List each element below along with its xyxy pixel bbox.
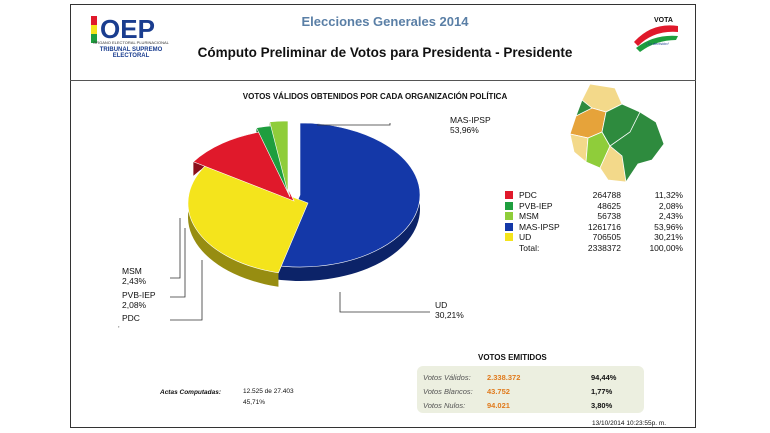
- pie-chart: [170, 120, 430, 321]
- legend-total-votes: 2338372: [587, 242, 621, 253]
- emit-pct: 1,77%: [591, 387, 613, 396]
- vota-logo-subtext: ¡Tu decisión!: [646, 41, 669, 46]
- emit-value: 2.338.372: [487, 373, 521, 382]
- vota-logo-text: VOTA: [654, 17, 673, 24]
- leader-line-msm: [170, 218, 181, 279]
- emit-row-blancos: Votos Blancos: 43.752 1,77%: [417, 387, 644, 400]
- pie-slice-side-ud: [188, 163, 279, 287]
- actas-pct: 45,71%: [243, 399, 266, 406]
- votos-emitidos-title: VOTOS EMITIDOS: [478, 353, 547, 362]
- legend-swatch-msm: [505, 212, 513, 221]
- legend-name: UD: [519, 232, 532, 243]
- pie-label-pvb-iep-pct: 2,08%: [122, 300, 147, 310]
- actas-value: 12.525 de 27.403: [243, 388, 294, 395]
- pie-slice-msm: [269, 120, 289, 194]
- pie-slice-mas-ipsp: [270, 122, 421, 268]
- report-title: Elecciones Generales 2014: [301, 14, 469, 29]
- legend-row-pdc: PDC 264788 11,32%: [505, 190, 683, 201]
- legend-name: PVB-IEP: [519, 200, 553, 211]
- oep-logo: OEP: [91, 14, 155, 44]
- pie-label-msm: MSM 2,43%: [122, 266, 146, 286]
- legend-swatch-ud: [505, 233, 513, 242]
- legend-name: MAS-IPSP: [519, 221, 560, 232]
- legend-pct: 2,08%: [658, 200, 683, 211]
- oep-logo-text: OEP: [100, 14, 155, 44]
- emit-value: 43.752: [487, 387, 510, 396]
- legend-row-pvb-iep: PVB-IEP 48625 2,08%: [505, 201, 683, 212]
- leader-line-mas: [317, 123, 391, 126]
- pie-label-ud: UD 30,21%: [435, 300, 464, 320]
- legend-row-ud: UD 706505 30,21%: [505, 232, 683, 243]
- legend-total-label: Total:: [519, 242, 540, 253]
- legend-pct: 2,43%: [658, 211, 683, 222]
- pie-label-pvb-iep: PVB-IEP 2,08%: [122, 290, 156, 310]
- report-subtitle: Cómputo Preliminar de Votos para Preside…: [197, 45, 573, 60]
- pie-label-msm-pct: 2,43%: [122, 276, 147, 286]
- emit-label: Votos Nulos:: [423, 401, 466, 410]
- pie-label-pvb-iep-name: PVB-IEP: [122, 290, 156, 300]
- legend-votes: 1261716: [587, 221, 621, 232]
- legend-name: PDC: [519, 190, 537, 201]
- pie-label-pdc: PDC: [122, 313, 140, 323]
- pie-label-ud-pct: 30,21%: [435, 310, 464, 320]
- legend-name: MSM: [519, 211, 539, 222]
- legend-row-mas-ipsp: MAS-IPSP 1261716 53,96%: [505, 222, 683, 233]
- legend-pct: 11,32%: [654, 190, 683, 201]
- pie-label-mas-ipsp-pct: 53,96%: [450, 125, 479, 135]
- pie-label-pdc-name: PDC: [122, 313, 140, 323]
- oep-logo-org: TRIBUNAL SUPREMO ELECTORAL: [99, 47, 163, 59]
- legend-row-total: Total: 2338372 100,00%: [505, 243, 683, 254]
- emit-label: Votos Válidos:: [423, 373, 471, 382]
- bolivia-map: [569, 83, 665, 183]
- emit-pct: 3,80%: [591, 401, 613, 410]
- legend-pct: 30,21%: [654, 232, 683, 243]
- legend-total-pct: 100,00%: [649, 242, 683, 253]
- stray-mark: ,: [118, 323, 120, 329]
- pie-slice-ud: [187, 163, 309, 274]
- emit-pct: 94,44%: [591, 373, 617, 382]
- votos-emitidos-box: Votos Válidos: 2.338.372 94,44% Votos Bl…: [417, 366, 644, 413]
- vota-logo: VOTA ¡Tu decisión!: [634, 17, 678, 52]
- legend-row-msm: MSM 56738 2,43%: [505, 211, 683, 222]
- timestamp: 13/10/2014 10:23:55p. m.: [592, 420, 667, 427]
- legend-swatch-pvb-iep: [505, 201, 513, 210]
- emit-value: 94.021: [487, 401, 510, 410]
- chart-title: VOTOS VÁLIDOS OBTENIDOS POR CADA ORGANIZ…: [242, 92, 508, 101]
- emit-row-nulos: Votos Nulos: 94.021 3,80%: [417, 401, 644, 414]
- oep-logo-subtext: ÓRGANO ELECTORAL PLURINACIONAL: [93, 40, 169, 45]
- emit-row-validos: Votos Válidos: 2.338.372 94,44%: [417, 373, 644, 386]
- pie-label-mas-ipsp-name: MAS-IPSP: [450, 115, 491, 125]
- legend: PDC 264788 11,32% PVB-IEP 48625 2,08% MS…: [505, 190, 683, 253]
- legend-swatch-pdc: [505, 191, 513, 200]
- legend-votes: 706505: [592, 232, 621, 243]
- legend-votes: 56738: [597, 211, 621, 222]
- leader-line-pdc: [170, 260, 203, 321]
- header-separator: [70, 80, 696, 81]
- leader-line-ud: [339, 292, 430, 313]
- pie-label-ud-name: UD: [435, 300, 448, 310]
- emit-label: Votos Blancos:: [423, 387, 473, 396]
- legend-swatch-mas-ipsp: [505, 222, 513, 231]
- legend-votes: 264788: [592, 190, 621, 201]
- legend-pct: 53,96%: [654, 221, 683, 232]
- legend-votes: 48625: [597, 200, 621, 211]
- pie-label-mas-ipsp: MAS-IPSP 53,96%: [450, 115, 491, 135]
- leader-line-pvb: [170, 228, 186, 298]
- pie-label-msm-name: MSM: [122, 266, 142, 276]
- actas-label: Actas Computadas:: [160, 389, 222, 396]
- pie-slice-pdc: [192, 131, 295, 202]
